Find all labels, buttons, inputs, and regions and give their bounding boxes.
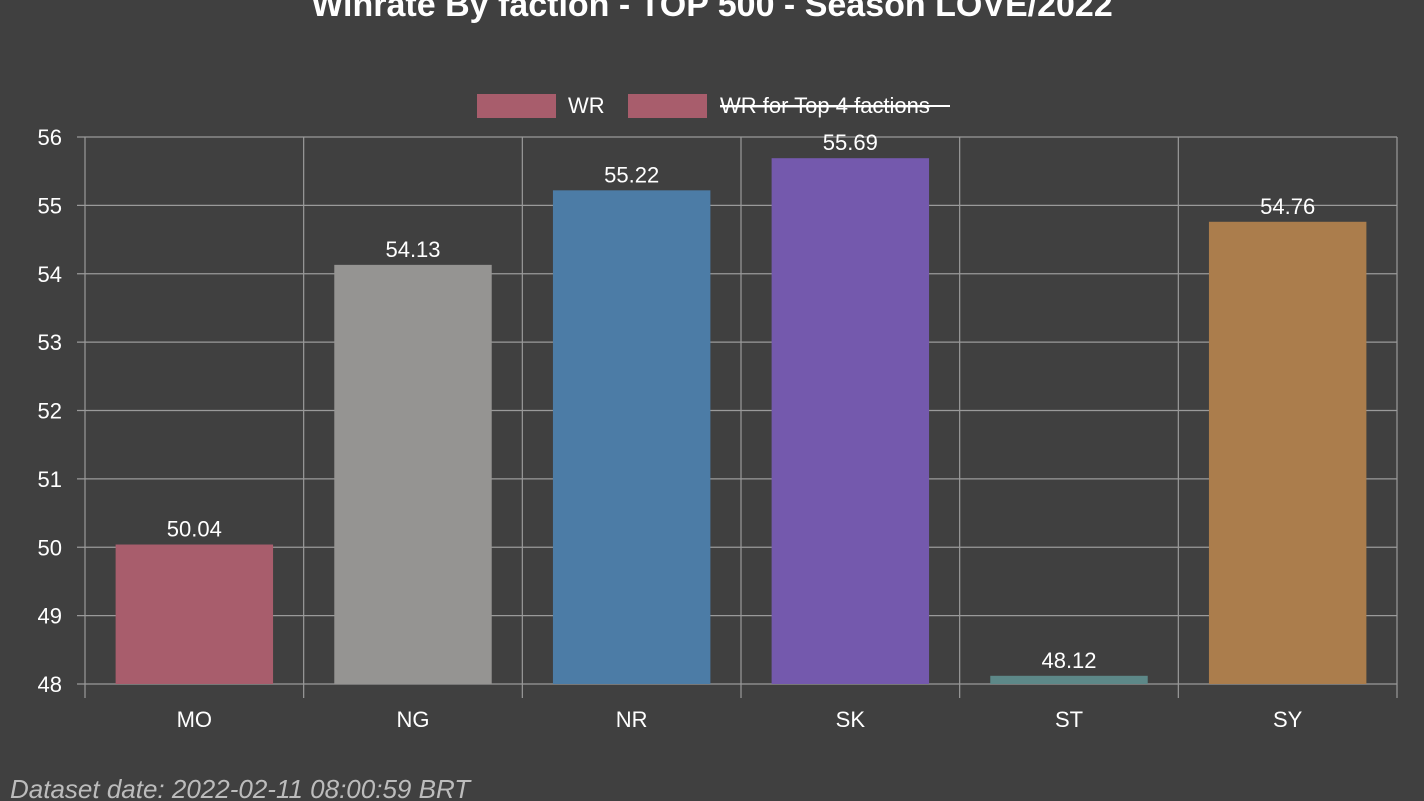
data-label-ng: 54.13: [385, 237, 440, 262]
data-label-sy: 54.76: [1260, 194, 1315, 219]
bar-nr[interactable]: [552, 190, 711, 684]
legend-item-wr-top4[interactable]: WR for Top 4 factions: [628, 93, 950, 118]
y-tick-label: 56: [38, 125, 62, 150]
x-tick-label-sy: SY: [1273, 707, 1303, 732]
y-tick-label: 49: [38, 604, 62, 629]
bar-ng[interactable]: [334, 264, 492, 684]
legend: WR WR for Top 4 factions: [477, 93, 950, 118]
legend-item-wr[interactable]: WR: [477, 93, 605, 118]
bar-mo[interactable]: [115, 544, 274, 684]
legend-swatch-wr: [477, 94, 556, 118]
grid: [77, 136, 1398, 698]
y-axis: 48 49 50 51 52 53 54 55 56: [38, 125, 62, 697]
x-tick-label-sk: SK: [836, 707, 866, 732]
data-labels: 50.04 54.13 55.22 55.69 48.12 54.76: [167, 130, 1315, 673]
x-tick-label-mo: MO: [177, 707, 212, 732]
data-label-st: 48.12: [1041, 648, 1096, 673]
bar-sk[interactable]: [771, 158, 930, 685]
data-label-sk: 55.69: [823, 130, 878, 155]
y-tick-label: 50: [38, 535, 62, 560]
x-tick-label-st: ST: [1055, 707, 1083, 732]
dataset-date: Dataset date: 2022-02-11 08:00:59 BRT: [10, 774, 471, 801]
y-tick-label: 51: [38, 467, 62, 492]
chart-title: Winrate By faction - TOP 500 - Season LO…: [311, 0, 1113, 24]
x-tick-label-nr: NR: [616, 707, 648, 732]
y-tick-label: 55: [38, 193, 62, 218]
data-label-mo: 50.04: [167, 517, 222, 542]
x-tick-label-ng: NG: [397, 707, 430, 732]
bar-st[interactable]: [990, 675, 1148, 684]
legend-swatch-wr-top4: [628, 94, 707, 118]
y-tick-label: 54: [38, 262, 62, 287]
y-tick-label: 53: [38, 330, 62, 355]
bar-sy[interactable]: [1208, 221, 1367, 684]
data-label-nr: 55.22: [604, 162, 659, 187]
y-tick-label: 48: [38, 672, 62, 697]
legend-label-wr: WR: [568, 93, 605, 118]
x-axis: MO NG NR SK ST SY: [177, 707, 1303, 732]
y-tick-label: 52: [38, 399, 62, 424]
bars: [115, 158, 1367, 685]
